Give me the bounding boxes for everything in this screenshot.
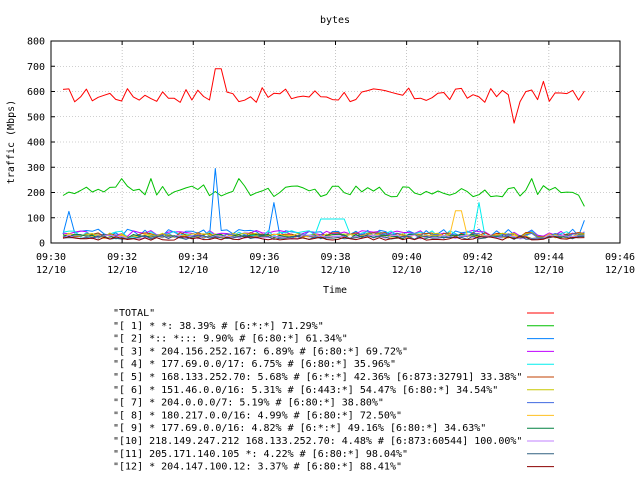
x-axis-label: Time	[323, 285, 347, 296]
y-tick-label: 800	[27, 37, 45, 48]
y-tick-label: 300	[27, 163, 45, 174]
y-tick-label: 200	[27, 188, 45, 199]
x-tick-time-label: 09:30	[36, 252, 66, 263]
legend-entry-label: "[ 3] * 204.156.252.167: 6.89% # [6:80:*…	[113, 346, 408, 357]
x-tick-time-label: 09:32	[107, 252, 137, 263]
x-tick-date-label: 12/10	[107, 265, 137, 276]
x-tick-time-label: 09:46	[605, 252, 635, 263]
x-tick-date-label: 12/10	[36, 265, 66, 276]
x-tick-time-label: 09:40	[392, 252, 422, 263]
x-tick-time-label: 09:36	[249, 252, 279, 263]
series-line	[62, 68, 585, 124]
legend-entry-label: "[ 1] * *: 38.39% # [6:*:*] 71.29%"	[113, 321, 324, 332]
legend: "TOTAL" "[ 1] * *: 38.39% # [6:*:*] 71.29…	[113, 308, 554, 473]
x-tick-date-label: 12/10	[605, 265, 635, 276]
legend-entry-label: "[ 4] * 177.69.0.0/17: 6.75% # [6:80:*] …	[113, 359, 396, 370]
series-line	[62, 168, 585, 237]
y-tick-label: 600	[27, 87, 45, 98]
series-lines	[62, 68, 585, 241]
legend-entry-label: "[ 9] * 177.69.0.0/16: 4.82% # [6:*:*] 4…	[113, 423, 486, 434]
x-tick-time-label: 09:42	[463, 252, 493, 263]
legend-entry-label: "[ 5] * 168.133.252.70: 5.68% # [6:*:*] …	[113, 372, 522, 383]
x-tick-time-label: 09:38	[320, 252, 350, 263]
chart-title: bytes	[320, 15, 350, 26]
legend-entry-label: "[12] * 204.147.100.12: 3.37% # [6:80:*]…	[113, 462, 402, 473]
x-axis-ticks: 09:30 12/10 09:32 12/10 09:34 12/10 09:36 12/10…	[36, 41, 635, 276]
y-tick-label: 100	[27, 213, 45, 224]
y-tick-label: 700	[27, 62, 45, 73]
series-line	[62, 178, 585, 207]
legend-entry-label: "TOTAL"	[113, 308, 155, 319]
x-tick-date-label: 12/10	[534, 265, 564, 276]
legend-entry-label: "[ 6] * 151.46.0.0/16: 5.31% # [6:443:*]…	[113, 385, 498, 396]
y-axis-label: traffic (Mbps)	[6, 100, 17, 184]
series-line	[62, 236, 585, 241]
legend-entry-label: "[ 8] * 180.217.0.0/16: 4.99% # [6:80:*]…	[113, 410, 402, 421]
grid	[51, 41, 620, 243]
legend-entry-label: "[ 2] *:: *::: 9.90% # [6:80:*] 61.34%"	[113, 334, 348, 345]
y-axis-ticks: 0 100 200 300 400 500 600 700 800	[27, 37, 620, 250]
y-tick-label: 0	[39, 239, 45, 250]
y-tick-label: 500	[27, 112, 45, 123]
legend-entry-label: "[ 7] * 204.0.0.0/7: 5.19% # [6:80:*] 38…	[113, 398, 384, 409]
x-tick-date-label: 12/10	[463, 265, 493, 276]
x-tick-date-label: 12/10	[249, 265, 279, 276]
x-tick-time-label: 09:34	[178, 252, 208, 263]
x-tick-time-label: 09:44	[534, 252, 564, 263]
x-tick-date-label: 12/10	[320, 265, 350, 276]
x-tick-date-label: 12/10	[178, 265, 208, 276]
series-line	[62, 210, 585, 240]
legend-entry-label: "[10] 218.149.247.212 168.133.252.70: 4.…	[113, 436, 522, 447]
legend-entry-label: "[11] 205.171.140.105 *: 4.22% # [6:80:*…	[113, 449, 408, 460]
x-tick-date-label: 12/10	[392, 265, 422, 276]
y-tick-label: 400	[27, 138, 45, 149]
